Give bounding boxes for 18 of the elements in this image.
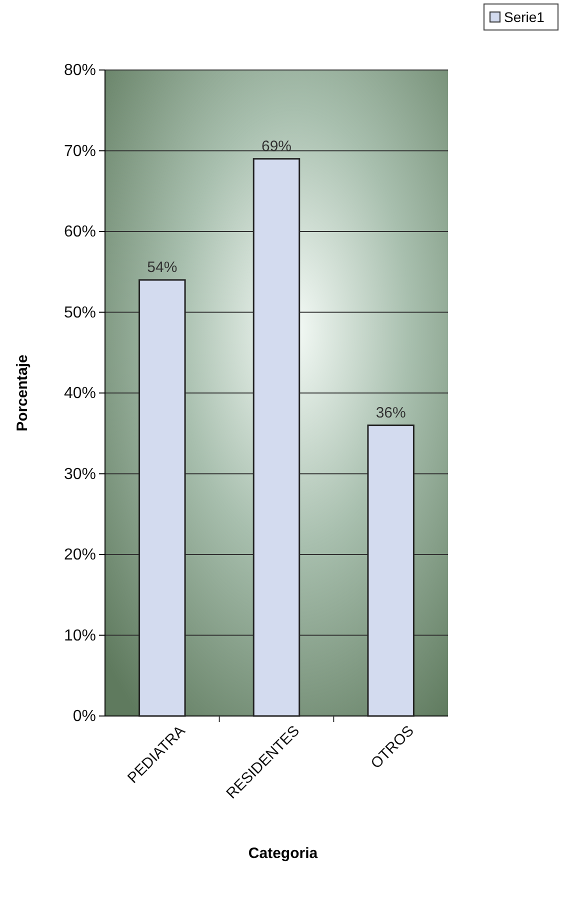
y-tick-label: 30% bbox=[64, 466, 96, 483]
y-tick-label: 80% bbox=[64, 62, 96, 80]
y-tick-label: 50% bbox=[64, 304, 96, 322]
bar bbox=[138, 279, 186, 717]
y-tick-label: 70% bbox=[64, 142, 96, 160]
x-axis-title: Categoria bbox=[248, 845, 318, 862]
bar bbox=[367, 424, 414, 717]
y-axis-title: Porcentaje bbox=[14, 354, 31, 432]
data-label: 69% bbox=[261, 138, 292, 155]
data-label: 54% bbox=[147, 258, 178, 276]
y-tick-label: 10% bbox=[64, 627, 96, 644]
y-tick-label: 40% bbox=[64, 385, 96, 402]
y-tick-label: 0% bbox=[72, 708, 96, 726]
y-tick-label: 20% bbox=[64, 546, 96, 564]
legend-label: Serie1 bbox=[504, 9, 545, 25]
y-tick-label: 60% bbox=[64, 224, 96, 241]
data-label: 36% bbox=[376, 404, 406, 422]
bar bbox=[252, 158, 300, 717]
